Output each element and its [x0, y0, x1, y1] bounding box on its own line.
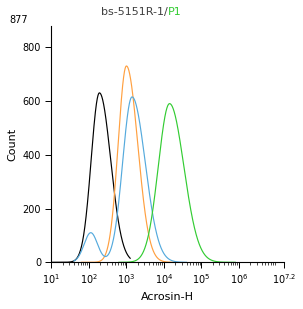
- Y-axis label: Count: Count: [7, 128, 17, 161]
- X-axis label: Acrosin-H: Acrosin-H: [141, 292, 194, 302]
- Text: 877: 877: [10, 15, 28, 25]
- Text: P1: P1: [168, 7, 181, 17]
- Text: bs-5151R-1/: bs-5151R-1/: [101, 7, 168, 17]
